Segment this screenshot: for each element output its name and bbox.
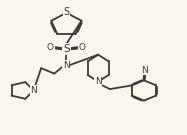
Text: O: O: [47, 43, 54, 52]
Text: O: O: [79, 43, 86, 52]
Text: N: N: [30, 86, 37, 95]
Text: N: N: [142, 66, 148, 75]
Text: N: N: [63, 61, 70, 70]
Text: S: S: [63, 7, 69, 17]
Text: S: S: [63, 44, 70, 54]
Text: N: N: [95, 77, 102, 86]
